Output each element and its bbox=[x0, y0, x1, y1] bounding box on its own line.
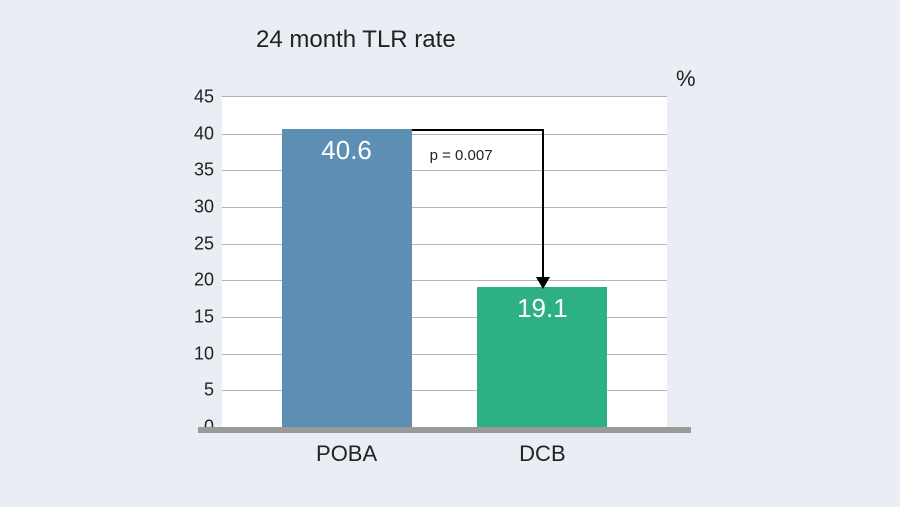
y-unit-label: % bbox=[676, 66, 696, 92]
plot-area: 05101520253035404540.6POBA19.1DCBp = 0.0… bbox=[222, 96, 667, 427]
y-tick-label: 35 bbox=[194, 160, 214, 181]
comparison-arrow-horizontal bbox=[412, 129, 544, 131]
bar-dcb: 19.1 bbox=[477, 287, 607, 427]
y-tick-label: 40 bbox=[194, 123, 214, 144]
bar-value-label: 19.1 bbox=[477, 293, 607, 324]
x-tick-label: DCB bbox=[519, 441, 565, 467]
y-tick-label: 25 bbox=[194, 233, 214, 254]
y-tick-label: 15 bbox=[194, 307, 214, 328]
x-axis-baseline bbox=[198, 427, 691, 433]
y-tick-label: 5 bbox=[204, 380, 214, 401]
y-tick-label: 30 bbox=[194, 197, 214, 218]
y-tick-label: 45 bbox=[194, 87, 214, 108]
comparison-arrow-head-icon bbox=[536, 277, 550, 289]
chart-canvas: 24 month TLR rate % 05101520253035404540… bbox=[0, 0, 900, 507]
p-value-label: p = 0.007 bbox=[430, 147, 493, 164]
x-tick-label: POBA bbox=[316, 441, 377, 467]
y-tick-label: 20 bbox=[194, 270, 214, 291]
bar-value-label: 40.6 bbox=[282, 135, 412, 166]
bar-poba: 40.6 bbox=[282, 129, 412, 427]
chart-title: 24 month TLR rate bbox=[256, 26, 456, 54]
y-tick-label: 10 bbox=[194, 343, 214, 364]
comparison-arrow-vertical bbox=[542, 129, 544, 281]
